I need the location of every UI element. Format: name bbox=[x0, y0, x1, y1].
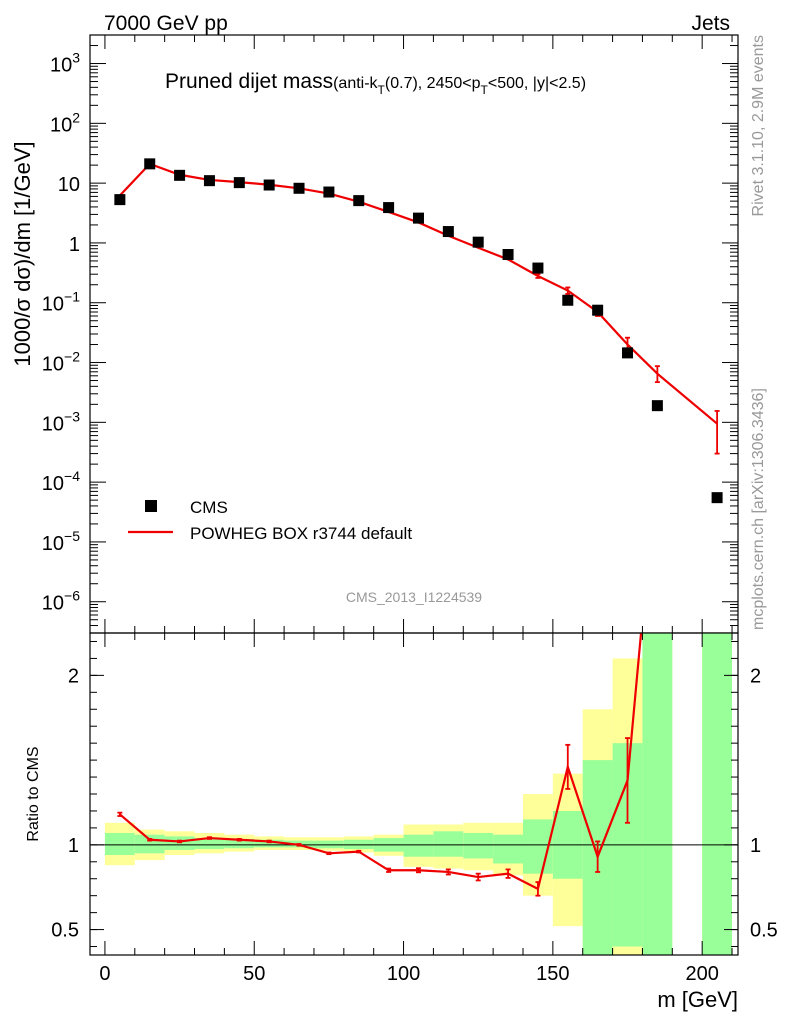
data-point bbox=[532, 262, 544, 274]
ratio-band-inner bbox=[134, 834, 165, 854]
data-point bbox=[502, 249, 514, 261]
data-point bbox=[144, 158, 156, 170]
ratio-band-inner bbox=[463, 832, 494, 859]
side-label-mcplots: mcplots.cern.ch [arXiv:1306.3436] bbox=[750, 388, 767, 630]
ratio-ytick-label: 1 bbox=[750, 835, 761, 857]
ratio-band-inner bbox=[433, 831, 464, 857]
xlabel: m [GeV] bbox=[657, 987, 738, 1012]
data-point bbox=[263, 179, 275, 191]
ratio-ytick-label: 0.5 bbox=[750, 920, 778, 942]
ratio-ytick-label: 2 bbox=[750, 665, 761, 687]
header-right-label: Jets bbox=[691, 12, 730, 35]
data-point bbox=[323, 186, 335, 198]
side-label-rivet: Rivet 3.1.10, 2.9M events bbox=[750, 35, 767, 216]
ratio-band-inner bbox=[104, 832, 135, 856]
data-point bbox=[412, 212, 424, 224]
main-ytick-label: 10−3 bbox=[42, 408, 80, 435]
data-point bbox=[651, 400, 663, 412]
ratio-band-inner bbox=[702, 633, 733, 955]
data-point bbox=[203, 175, 215, 187]
legend-label-cms: CMS bbox=[190, 498, 228, 517]
data-point bbox=[711, 492, 723, 504]
data-point bbox=[293, 182, 305, 194]
legend-marker-cms bbox=[145, 500, 157, 512]
data-point bbox=[562, 294, 574, 306]
ratio-ylabel: Ratio to CMS bbox=[25, 746, 42, 841]
ratio-band-inner bbox=[403, 834, 434, 857]
data-point bbox=[622, 347, 634, 359]
xtick-label: 200 bbox=[685, 963, 718, 985]
analysis-id: CMS_2013_I1224539 bbox=[346, 589, 482, 605]
main-ylabel: 1000/σ dσ)/dm [1/GeV] bbox=[10, 141, 35, 366]
data-point bbox=[114, 194, 126, 206]
data-point bbox=[472, 236, 484, 248]
xtick-label: 50 bbox=[243, 963, 265, 985]
ratio-band-inner bbox=[642, 633, 673, 955]
main-ytick-label: 10−6 bbox=[42, 588, 80, 615]
data-point bbox=[353, 195, 365, 207]
main-ytick-label: 102 bbox=[50, 109, 80, 136]
legend-label-powheg: POWHEG BOX r3744 default bbox=[190, 524, 412, 543]
main-ytick-label: 1 bbox=[69, 234, 80, 256]
ratio-band-inner bbox=[254, 839, 285, 848]
main-ytick-label: 10−5 bbox=[42, 528, 80, 555]
ratio-series bbox=[117, 633, 643, 897]
xtick-label: 150 bbox=[536, 963, 569, 985]
ratio-band-inner bbox=[493, 834, 523, 864]
data-point bbox=[442, 226, 454, 238]
data-point bbox=[592, 304, 604, 316]
ratio-band-inner bbox=[224, 838, 255, 849]
main-panel: 10310210110−110−210−310−410−510−61000/σ … bbox=[10, 34, 739, 634]
xtick-label: 100 bbox=[387, 963, 420, 985]
header-left-label: 7000 GeV pp bbox=[104, 12, 228, 35]
main-ytick-label: 10−2 bbox=[42, 349, 80, 376]
data-point bbox=[174, 169, 186, 181]
ratio-ytick-label: 1 bbox=[68, 835, 79, 857]
data-point bbox=[233, 177, 245, 189]
mc-line bbox=[119, 162, 718, 425]
main-ytick-label: 10−4 bbox=[42, 468, 80, 495]
main-ytick-label: 103 bbox=[50, 50, 80, 77]
ratio-ytick-label: 2 bbox=[68, 665, 79, 687]
main-frame bbox=[89, 34, 739, 634]
chart-title: Pruned dijet mass(anti-kT(0.7), 2450<pT<… bbox=[165, 70, 586, 97]
main-ytick-label: 10−1 bbox=[42, 289, 80, 316]
ratio-band-inner bbox=[194, 838, 225, 850]
ratio-ytick-label: 0.5 bbox=[51, 920, 79, 942]
data-point bbox=[383, 202, 395, 214]
main-ytick-label: 10 bbox=[58, 174, 80, 196]
xtick-label: 0 bbox=[99, 963, 110, 985]
